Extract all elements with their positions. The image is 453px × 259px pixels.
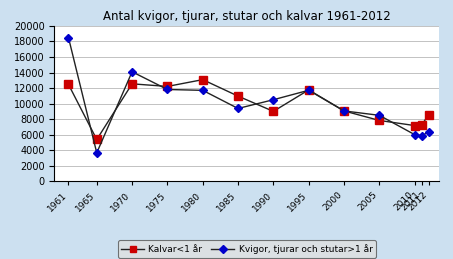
- Line: Kalvar<1 år: Kalvar<1 år: [64, 75, 433, 144]
- Kalvar<1 år: [412, 124, 417, 127]
- Kalvar<1 år: [270, 110, 276, 113]
- Kvigor, tjurar och stutar>1 år: [200, 89, 206, 92]
- Kalvar<1 år: [236, 95, 241, 98]
- Kalvar<1 år: [419, 123, 424, 126]
- Kvigor, tjurar och stutar>1 år: [376, 114, 382, 117]
- Kvigor, tjurar och stutar>1 år: [165, 88, 170, 91]
- Kvigor, tjurar och stutar>1 år: [306, 89, 311, 92]
- Line: Kvigor, tjurar och stutar>1 år: Kvigor, tjurar och stutar>1 år: [66, 35, 432, 156]
- Kalvar<1 år: [426, 113, 432, 116]
- Kalvar<1 år: [66, 83, 71, 86]
- Legend: Kalvar<1 år, Kvigor, tjurar och stutar>1 år: Kalvar<1 år, Kvigor, tjurar och stutar>1…: [118, 241, 376, 258]
- Kalvar<1 år: [341, 109, 347, 112]
- Kalvar<1 år: [130, 82, 135, 85]
- Kvigor, tjurar och stutar>1 år: [236, 107, 241, 110]
- Kalvar<1 år: [165, 85, 170, 88]
- Kvigor, tjurar och stutar>1 år: [426, 130, 432, 133]
- Kalvar<1 år: [200, 78, 206, 81]
- Kvigor, tjurar och stutar>1 år: [412, 133, 417, 136]
- Kvigor, tjurar och stutar>1 år: [66, 36, 71, 39]
- Kvigor, tjurar och stutar>1 år: [419, 134, 424, 137]
- Kvigor, tjurar och stutar>1 år: [130, 70, 135, 73]
- Kvigor, tjurar och stutar>1 år: [341, 109, 347, 112]
- Kalvar<1 år: [94, 138, 100, 141]
- Kvigor, tjurar och stutar>1 år: [94, 151, 100, 154]
- Kalvar<1 år: [376, 119, 382, 122]
- Title: Antal kvigor, tjurar, stutar och kalvar 1961-2012: Antal kvigor, tjurar, stutar och kalvar …: [103, 10, 391, 23]
- Kalvar<1 år: [306, 88, 311, 91]
- Kvigor, tjurar och stutar>1 år: [270, 98, 276, 101]
